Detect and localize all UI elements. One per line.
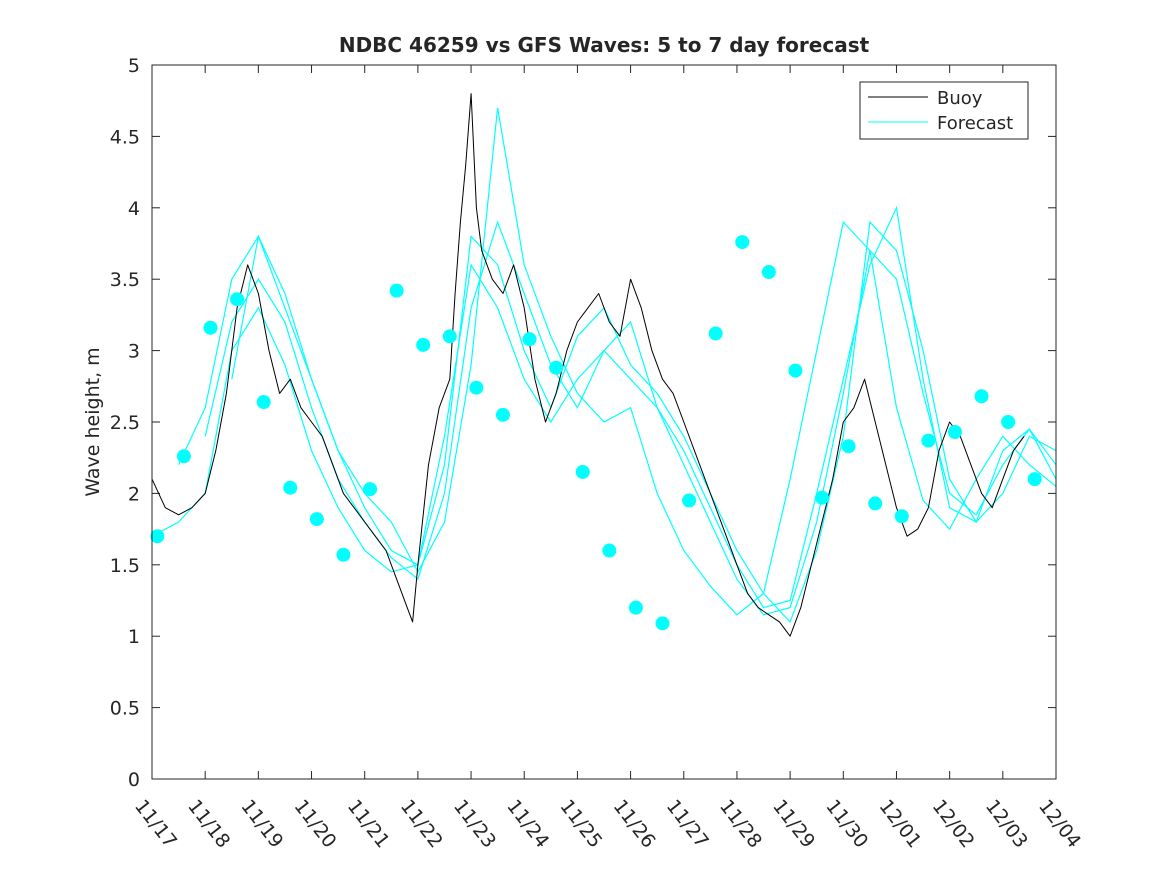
forecast-marker <box>708 326 723 341</box>
x-axis-ticks: 11/17 11/18 11/19 11/20 11/21 11/22 11/23 11/24… <box>130 65 1085 852</box>
forecast-marker <box>575 464 590 479</box>
forecast-marker <box>230 292 245 307</box>
x-tick-label: 12/01 <box>875 796 926 853</box>
x-tick-label: 11/25 <box>555 796 606 853</box>
x-tick-label: 12/04 <box>1034 796 1085 853</box>
forecast-marker <box>283 480 298 495</box>
x-tick-label: 11/19 <box>236 796 287 853</box>
forecast-marker <box>203 320 218 335</box>
legend-forecast-label: Forecast <box>937 113 1013 134</box>
x-tick-label: 11/28 <box>715 796 766 853</box>
x-tick-label: 11/30 <box>821 796 872 853</box>
y-tick-label: 1 <box>128 626 140 648</box>
x-tick-label: 11/23 <box>449 796 500 853</box>
forecast-marker <box>815 490 830 505</box>
forecast-marker <box>788 363 803 378</box>
forecast-marker <box>150 529 165 544</box>
x-tick-label: 11/21 <box>343 796 394 853</box>
legend-box <box>859 81 1029 140</box>
x-tick-label: 11/18 <box>183 796 234 853</box>
forecast-marker <box>256 395 271 410</box>
forecast-marker <box>469 380 484 395</box>
forecast-marker <box>549 360 564 375</box>
forecast-marker <box>974 389 989 404</box>
forecast-marker <box>628 600 643 615</box>
x-tick-label: 11/20 <box>290 796 341 853</box>
series-layer <box>150 93 1057 637</box>
y-tick-label: 5 <box>128 55 140 77</box>
x-tick-label: 11/29 <box>768 796 819 853</box>
y-tick-label: 0 <box>128 769 140 791</box>
legend: Buoy Forecast <box>859 81 1029 140</box>
y-tick-label: 2.5 <box>110 412 140 434</box>
forecast-marker <box>655 616 670 631</box>
forecast-marker <box>522 332 537 347</box>
y-tick-label: 3.5 <box>110 269 140 291</box>
forecast-marker <box>921 433 936 448</box>
y-tick-label: 1.5 <box>110 555 140 577</box>
x-tick-label: 11/26 <box>609 796 660 853</box>
forecast-series-line-2 <box>178 220 1057 624</box>
x-tick-label: 11/27 <box>662 796 713 853</box>
forecast-marker <box>761 265 776 280</box>
axes-box <box>151 64 1057 780</box>
forecast-marker <box>841 439 856 454</box>
forecast-marker <box>602 543 617 558</box>
chart-title: NDBC 46259 vs GFS Waves: 5 to 7 day fore… <box>339 33 870 57</box>
x-tick-label: 11/17 <box>130 796 181 853</box>
forecast-marker <box>416 337 431 352</box>
y-axis-ticks: 0 0.5 1 1.5 2 2.5 3 3.5 4 4.5 5 <box>110 55 1056 791</box>
x-tick-label: 11/24 <box>502 796 553 853</box>
y-tick-label: 4 <box>128 198 140 220</box>
forecast-series-line-3 <box>204 205 1057 609</box>
forecast-marker <box>309 512 324 527</box>
forecast-series-line-4 <box>231 107 1057 616</box>
forecast-marker <box>682 493 697 508</box>
forecast-marker <box>389 283 404 298</box>
forecast-marker <box>442 329 457 344</box>
y-axis-label: Wave height, m <box>82 347 104 496</box>
y-tick-label: 0.5 <box>110 698 140 720</box>
forecast-marker <box>176 449 191 464</box>
forecast-marker <box>336 547 351 562</box>
forecast-series-line-1 <box>151 249 1057 616</box>
forecast-marker <box>868 496 883 511</box>
forecast-marker <box>735 235 750 250</box>
forecast-marker <box>495 407 510 422</box>
forecast-marker <box>947 424 962 439</box>
x-tick-label: 12/02 <box>928 796 979 853</box>
y-tick-label: 3 <box>128 341 140 363</box>
legend-buoy-label: Buoy <box>937 88 983 109</box>
forecast-marker <box>363 482 378 497</box>
forecast-marker <box>1027 472 1042 487</box>
x-tick-label: 12/03 <box>981 796 1032 853</box>
forecast-marker <box>894 509 909 524</box>
y-tick-label: 2 <box>128 483 140 505</box>
y-tick-label: 4.5 <box>110 126 140 148</box>
buoy-series-line <box>151 93 1025 637</box>
x-tick-label: 11/22 <box>396 796 447 853</box>
forecast-marker <box>1001 415 1016 429</box>
